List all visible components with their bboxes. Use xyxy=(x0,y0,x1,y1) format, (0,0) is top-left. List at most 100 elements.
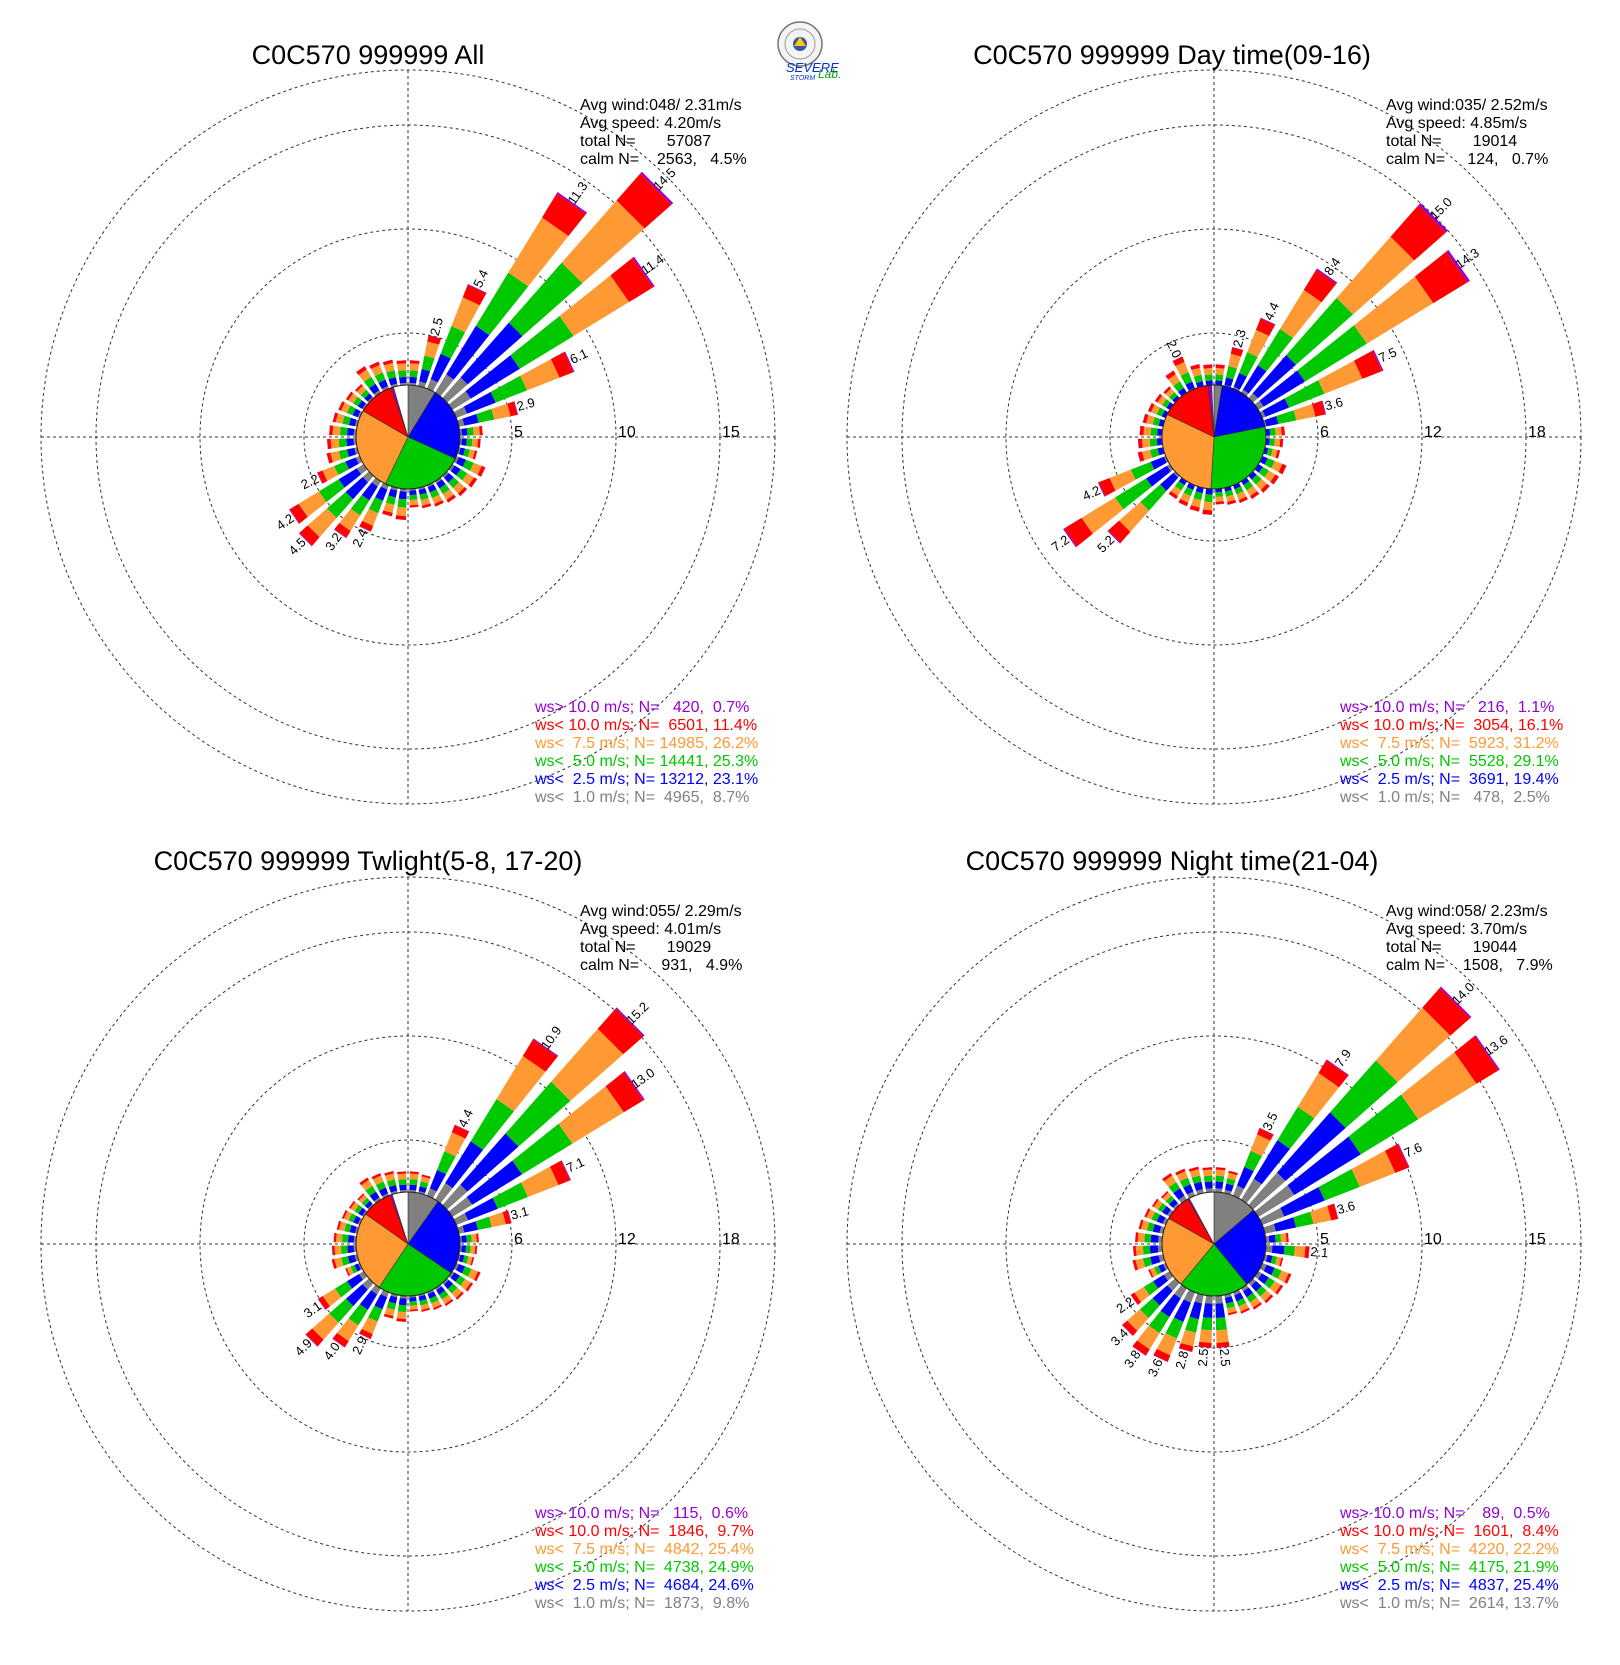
spoke-255-segment-lt75 xyxy=(330,450,342,463)
spoke-265-segment-lt25 xyxy=(1149,1245,1159,1254)
spoke-255-segment-lt1 xyxy=(354,447,359,455)
spoke-335-segment-lt5 xyxy=(1180,372,1193,385)
spoke-155-segment-lt75 xyxy=(1238,1302,1249,1312)
spoke-215-segment-lt25 xyxy=(1178,478,1187,486)
spoke-265-segment-lt1 xyxy=(1157,1245,1163,1253)
spoke-345-segment-lt5 xyxy=(1191,1175,1202,1184)
spoke-15-segment-lt1 xyxy=(418,1191,426,1195)
spoke-75-segment-gt10 xyxy=(1321,400,1327,415)
spoke-185-segment-lt5 xyxy=(397,498,407,508)
spoke-55-segment-lt75 xyxy=(1401,1052,1477,1120)
spoke-355-segment-lt75 xyxy=(1203,367,1213,376)
stats-line-2: Avg speed: 4.20m/s xyxy=(580,115,721,132)
spoke-label-15: 2.3 xyxy=(1230,328,1249,349)
spoke-225-segment-gt10 xyxy=(298,532,313,547)
spoke-95-segment-lt10 xyxy=(1279,438,1284,448)
spoke-85-segment-gt10 xyxy=(1284,426,1286,436)
spoke-265-segment-lt25 xyxy=(347,1245,355,1254)
spoke-55-segment-lt25 xyxy=(465,355,520,399)
spoke-145 xyxy=(435,1284,454,1307)
spoke-265-segment-lt25 xyxy=(346,438,354,447)
legend-entry-lt10: ws< 10.0 m/s; N= 6501, 11.4% xyxy=(534,717,757,734)
spoke-55-segment-lt10 xyxy=(1454,1036,1499,1084)
spoke-15-segment-gt10 xyxy=(1228,1170,1238,1174)
stats-line-2: Avg speed: 3.70m/s xyxy=(1386,921,1527,938)
spoke-265-segment-lt75 xyxy=(1141,438,1151,448)
spoke-125-segment-lt10 xyxy=(465,1282,473,1292)
spoke-345-segment-lt5 xyxy=(386,1179,397,1187)
spoke-55-segment-lt1 xyxy=(448,391,471,410)
spoke-335-segment-lt10 xyxy=(1172,356,1185,367)
spoke-265-segment-lt75 xyxy=(330,438,340,449)
spoke-165-segment-lt75 xyxy=(1226,494,1236,503)
spoke-235-segment-gt10 xyxy=(289,509,300,524)
spoke-95-segment-gt10 xyxy=(476,1245,478,1255)
legend-entry-lt75: ws< 7.5 m/s; N= 4842, 25.4% xyxy=(534,1541,754,1558)
spoke-305-segment-lt10 xyxy=(345,391,354,401)
spoke-265-segment-gt10 xyxy=(1132,1245,1134,1257)
spoke-245-segment-lt75 xyxy=(1109,469,1136,491)
spoke-255-segment-lt10 xyxy=(326,452,333,464)
spoke-145-segment-lt75 xyxy=(441,1294,453,1305)
spoke-275-segment-lt5 xyxy=(1144,1233,1152,1243)
spoke-125-segment-gt10 xyxy=(467,1283,474,1292)
spoke-45-segment-lt1 xyxy=(1248,1172,1286,1210)
spoke-135-segment-lt10 xyxy=(1264,1294,1274,1304)
legend-entry-lt75: ws< 7.5 m/s; N= 5923, 31.2% xyxy=(1339,735,1559,752)
spoke-125-segment-lt25 xyxy=(450,465,461,476)
spoke-195-segment-lt75 xyxy=(1191,498,1202,508)
spoke-225-segment-gt10 xyxy=(1107,530,1121,544)
spoke-345-segment-lt75 xyxy=(1189,1169,1201,1178)
spoke-65 xyxy=(1259,1143,1410,1226)
spoke-25-segment-lt25 xyxy=(1233,372,1247,390)
spoke-145-segment-lt75 xyxy=(1246,485,1258,497)
spoke-85-segment-lt25 xyxy=(1268,1234,1276,1243)
spoke-265-segment-lt25 xyxy=(1156,438,1162,446)
spoke-105-segment-lt1 xyxy=(1263,1254,1268,1262)
spoke-335 xyxy=(371,1172,390,1199)
spoke-75-segment-gt10 xyxy=(507,1210,512,1224)
spoke-175 xyxy=(1215,488,1225,505)
spoke-135-segment-lt1 xyxy=(1248,1278,1257,1287)
spoke-175-segment-lt25 xyxy=(1215,1303,1226,1319)
spoke-335-segment-lt1 xyxy=(1187,1191,1196,1199)
spoke-305-segment-lt5 xyxy=(352,396,362,407)
stats-line-1: Avg wind:048/ 2.31m/s xyxy=(580,97,742,114)
ring-label-6: 6 xyxy=(1320,424,1329,441)
spoke-65-segment-lt5 xyxy=(492,1182,528,1209)
spoke-335-segment-lt25 xyxy=(378,1187,389,1197)
spoke-315-segment-lt25 xyxy=(1172,395,1180,403)
stats-line-2: Avg speed: 4.85m/s xyxy=(1386,115,1527,132)
spoke-75-segment-lt75 xyxy=(1293,403,1316,421)
spoke-305-segment-lt75 xyxy=(348,393,358,404)
spoke-65-segment-lt10 xyxy=(549,1160,571,1185)
spoke-35-segment-lt5 xyxy=(475,272,529,336)
spoke-295-segment-lt5 xyxy=(1156,407,1165,417)
spoke-225-segment-lt5 xyxy=(329,1298,354,1323)
spoke-165-segment-lt1 xyxy=(418,486,426,490)
spoke-285-segment-lt75 xyxy=(1146,414,1155,425)
spoke-35-segment-lt25 xyxy=(445,1141,484,1189)
spoke-215-segment-gt10 xyxy=(1132,1346,1146,1356)
spoke-265 xyxy=(1137,438,1163,449)
spoke-15-segment-lt10 xyxy=(1230,347,1244,357)
spoke-165-segment-lt75 xyxy=(1227,1306,1237,1314)
spoke-55-segment-lt25 xyxy=(1287,1136,1361,1195)
spoke-185-segment-lt75 xyxy=(396,506,407,517)
spoke-325-segment-lt25 xyxy=(369,383,380,395)
spoke-165-segment-lt10 xyxy=(421,1307,431,1312)
spoke-245-segment-lt1 xyxy=(358,1262,363,1270)
spoke-165 xyxy=(1224,1293,1238,1316)
spoke-155-segment-lt1 xyxy=(426,482,434,488)
spoke-325-segment-lt75 xyxy=(358,369,372,382)
spoke-305-segment-lt75 xyxy=(1153,1199,1163,1210)
spoke-95-segment-gt10 xyxy=(1282,438,1284,448)
spoke-345-segment-lt10 xyxy=(382,359,394,366)
spoke-label-245: 2.2 xyxy=(299,471,322,492)
spoke-55-segment-lt5 xyxy=(510,316,574,369)
spoke-115-segment-lt1 xyxy=(453,1262,459,1271)
legend-entry-lt1: ws< 1.0 m/s; N= 1873, 9.8% xyxy=(534,1595,749,1612)
spoke-35-segment-lt10 xyxy=(542,193,587,236)
spoke-65-segment-gt10 xyxy=(564,351,575,373)
spoke-355-segment-lt75 xyxy=(397,1173,407,1180)
